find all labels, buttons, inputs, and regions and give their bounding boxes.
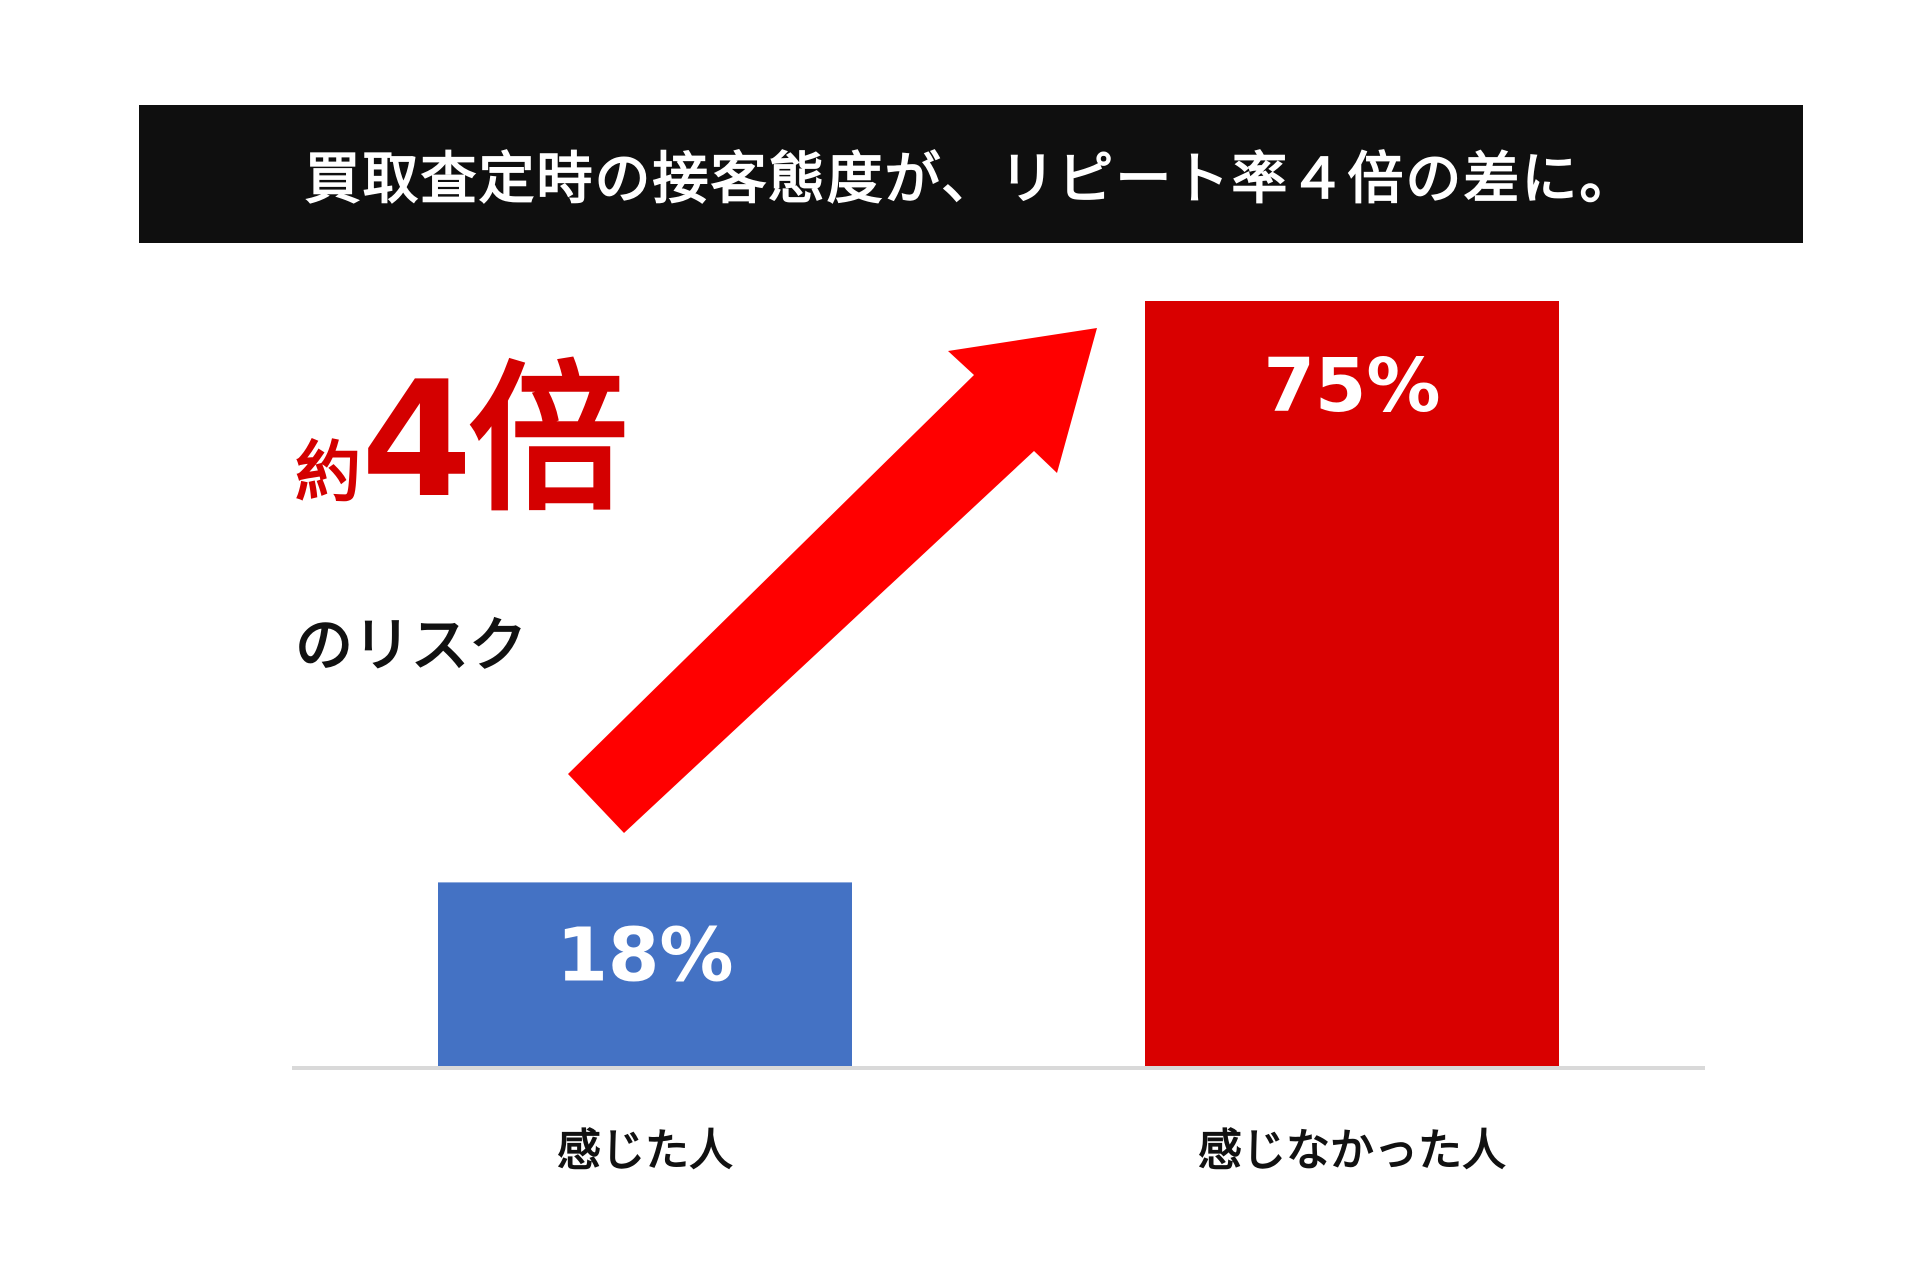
title-banner: 買取査定時の接客態度が、リピート率４倍の差に。 [139,105,1803,243]
callout-prefix: 約 [295,434,361,511]
callout-multiplier: 約4倍 [295,360,628,520]
category-label-2: 感じなかった人 [1198,1125,1506,1176]
callout-suffix: のリスク [295,611,528,679]
category-label-1: 感じた人 [557,1125,733,1176]
chart-title: 買取査定時の接客態度が、リピート率４倍の差に。 [304,146,1638,212]
data-label-1: 18% [556,912,733,998]
data-label-2: 75% [1263,343,1440,429]
callout-value: 4倍 [361,346,628,533]
increase-arrow-icon [568,328,1097,833]
bar-2 [1145,301,1559,1066]
bar-1 [438,882,852,1066]
